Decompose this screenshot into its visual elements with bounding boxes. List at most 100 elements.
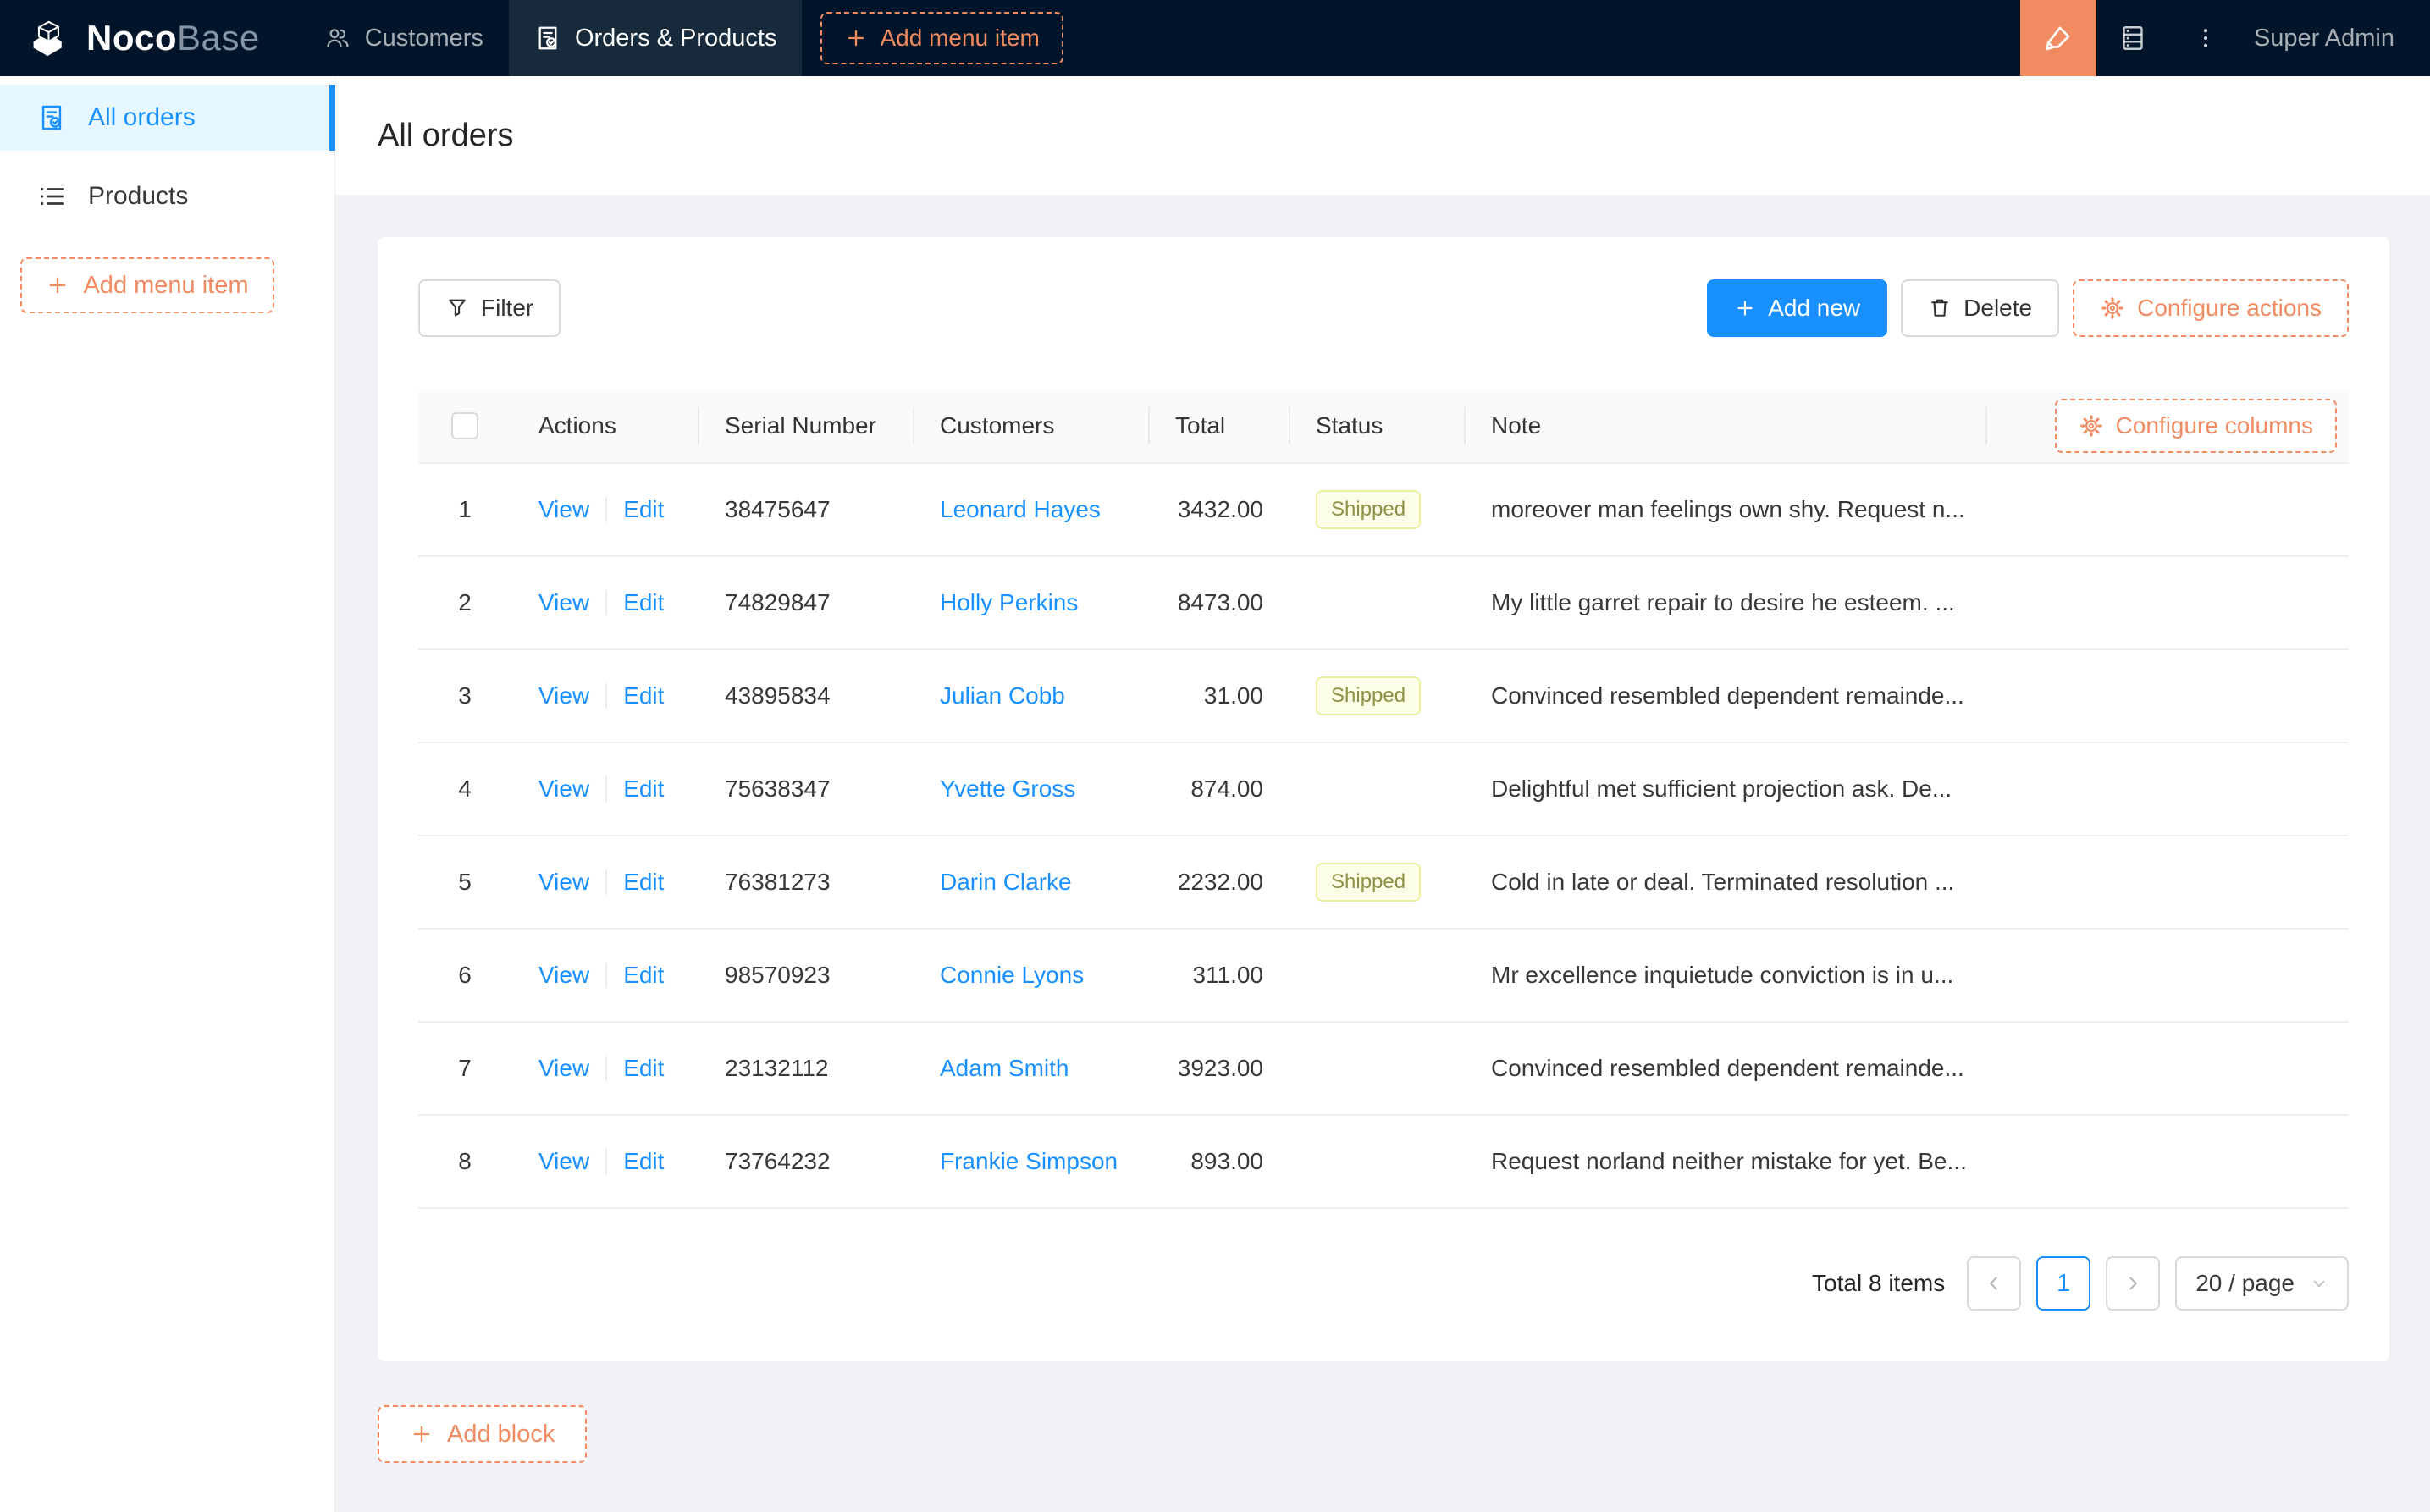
view-link[interactable]: View <box>538 1055 590 1081</box>
action-divider <box>605 869 608 895</box>
edit-link[interactable]: Edit <box>623 775 665 802</box>
sidebar-add-menu-item-button[interactable]: Add menu item <box>20 257 274 313</box>
team-icon <box>324 25 351 52</box>
table-body: 1 View Edit 38475647 Leonard Hayes 3432.… <box>418 464 2349 1209</box>
status-cell: Shipped <box>1289 863 1464 902</box>
action-divider <box>605 497 608 522</box>
delete-button[interactable]: Delete <box>1901 279 2060 337</box>
action-divider <box>605 1056 608 1081</box>
nav-item-orders-products[interactable]: Orders & Products <box>508 0 803 76</box>
view-link[interactable]: View <box>538 496 590 522</box>
pagination-total: Total 8 items <box>1812 1270 1946 1296</box>
page-size-value: 20 / page <box>2195 1270 2295 1296</box>
sidebar-item-products[interactable]: Products <box>0 163 334 229</box>
column-header-status: Status <box>1289 389 1464 462</box>
view-link[interactable]: View <box>538 775 590 802</box>
page-title: All orders <box>378 117 514 153</box>
table-row: 1 View Edit 38475647 Leonard Hayes 3432.… <box>418 464 2349 557</box>
edit-link[interactable]: Edit <box>623 962 665 988</box>
header-right-actions: Super Admin <box>2019 0 2430 76</box>
total-cell: 2232.00 <box>1177 869 1263 895</box>
customer-link[interactable]: Connie Lyons <box>940 962 1085 988</box>
unordered-list-icon <box>37 182 66 211</box>
pagination-next-button[interactable] <box>2106 1256 2161 1311</box>
page-content: Filter Add new <box>335 195 2430 1512</box>
row-index: 3 <box>458 682 472 709</box>
column-header-serial-number: Serial Number <box>698 389 913 462</box>
view-link[interactable]: View <box>538 1148 590 1174</box>
table-header-select-cell <box>418 389 511 462</box>
customer-link[interactable]: Leonard Hayes <box>940 496 1101 522</box>
edit-link[interactable]: Edit <box>623 496 665 522</box>
gear-icon <box>2079 413 2104 439</box>
table-row: 6 View Edit 98570923 Connie Lyons 311.00… <box>418 930 2349 1023</box>
nav-item-customers[interactable]: Customers <box>299 0 509 76</box>
edit-link[interactable]: Edit <box>623 682 665 709</box>
table-row: 8 View Edit 73764232 Frankie Simpson 893… <box>418 1116 2349 1209</box>
gear-icon <box>2100 295 2125 321</box>
serial-number-cell: 75638347 <box>725 775 831 802</box>
page-size-select[interactable]: 20 / page <box>2175 1256 2349 1311</box>
action-divider <box>605 590 608 615</box>
column-header-total: Total <box>1148 389 1289 462</box>
row-actions-cell: View Edit <box>511 496 698 523</box>
view-link[interactable]: View <box>538 869 590 895</box>
row-actions-cell: View Edit <box>511 682 698 709</box>
main-layout: All orders Products Add menu item <box>0 76 2430 1512</box>
vertical-ellipsis-icon <box>2193 25 2218 51</box>
customer-link[interactable]: Adam Smith <box>940 1055 1069 1081</box>
add-block-label: Add block <box>447 1420 555 1448</box>
status-badge: Shipped <box>1316 676 1422 715</box>
filter-button[interactable]: Filter <box>418 279 561 337</box>
pagination-prev-button[interactable] <box>1967 1256 2022 1311</box>
pagination: Total 8 items 1 <box>418 1256 2349 1311</box>
view-link[interactable]: View <box>538 962 590 988</box>
status-badge: Shipped <box>1316 863 1422 902</box>
view-link[interactable]: View <box>538 682 590 709</box>
note-cell: moreover man feelings own shy. Request n… <box>1491 496 1965 522</box>
logo-text: NocoBase <box>86 18 260 58</box>
plugin-manager-button[interactable] <box>2096 0 2169 76</box>
row-index: 7 <box>458 1055 472 1081</box>
edit-link[interactable]: Edit <box>623 869 665 895</box>
edit-link[interactable]: Edit <box>623 589 665 615</box>
view-link[interactable]: View <box>538 589 590 615</box>
current-user-menu[interactable]: Super Admin <box>2253 24 2394 52</box>
configure-columns-button[interactable]: Configure columns <box>2054 399 2337 453</box>
configure-actions-button[interactable]: Configure actions <box>2073 279 2349 337</box>
serial-number-cell: 74829847 <box>725 589 831 615</box>
sidebar-item-all-orders[interactable]: All orders <box>0 85 335 151</box>
more-actions-button[interactable] <box>2169 0 2242 76</box>
edit-link[interactable]: Edit <box>623 1148 665 1174</box>
add-block-button[interactable]: Add block <box>378 1405 588 1463</box>
customer-cell: Frankie Simpson <box>913 1148 1148 1175</box>
total-cell: 8473.00 <box>1177 589 1263 615</box>
serial-number-cell: 38475647 <box>725 496 831 522</box>
configure-actions-label: Configure actions <box>2137 295 2322 321</box>
ui-editor-button[interactable] <box>2019 0 2096 76</box>
pagination-page-1[interactable]: 1 <box>2036 1256 2091 1311</box>
sidebar: All orders Products Add menu item <box>0 76 335 1512</box>
edit-link[interactable]: Edit <box>623 1055 665 1081</box>
nocobase-logo[interactable]: NocoBase <box>0 0 299 76</box>
nav-item-label: Customers <box>364 24 483 52</box>
add-new-button[interactable]: Add new <box>1707 279 1888 337</box>
select-all-checkbox[interactable] <box>451 412 478 439</box>
note-cell: Request norland neither mistake for yet.… <box>1491 1148 1967 1174</box>
action-divider <box>605 683 608 709</box>
nocobase-logo-icon <box>29 19 73 58</box>
highlighter-icon <box>2042 22 2074 54</box>
header-add-menu-item-button[interactable]: Add menu item <box>820 12 1063 64</box>
customer-cell: Yvette Gross <box>913 775 1148 803</box>
serial-number-cell: 43895834 <box>725 682 831 709</box>
status-cell: Shipped <box>1289 676 1464 715</box>
customer-link[interactable]: Julian Cobb <box>940 682 1065 709</box>
row-index: 6 <box>458 962 472 988</box>
filter-icon <box>445 296 469 320</box>
row-index: 2 <box>458 589 472 615</box>
customer-link[interactable]: Darin Clarke <box>940 869 1072 895</box>
customer-cell: Connie Lyons <box>913 962 1148 989</box>
customer-link[interactable]: Yvette Gross <box>940 775 1076 802</box>
customer-link[interactable]: Frankie Simpson <box>940 1148 1118 1174</box>
customer-link[interactable]: Holly Perkins <box>940 589 1079 615</box>
